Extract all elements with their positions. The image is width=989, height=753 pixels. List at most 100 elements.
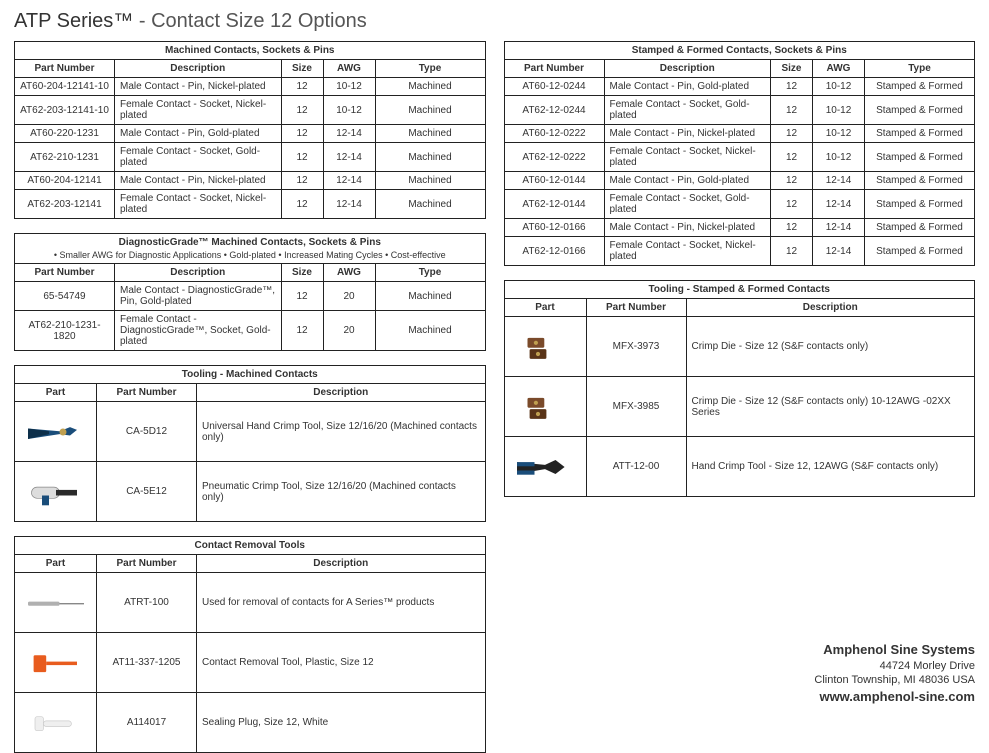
cell: Machined <box>375 143 485 172</box>
cell: 12-14 <box>323 190 375 219</box>
cell: 10-12 <box>323 78 375 96</box>
footer-url: www.amphenol-sine.com <box>814 689 975 706</box>
cell: AT60-204-12141-10 <box>15 78 115 96</box>
table-row: AT11-337-1205Contact Removal Tool, Plast… <box>15 633 486 693</box>
diagnostic-table: DiagnosticGrade™ Machined Contacts, Sock… <box>14 233 486 351</box>
col-awg: AWG <box>323 60 375 78</box>
table-row: CA-5E12Pneumatic Crimp Tool, Size 12/16/… <box>15 462 486 522</box>
cell: 12 <box>281 143 323 172</box>
crimp-die-icon <box>510 326 580 368</box>
col-type: Type <box>865 60 975 78</box>
col-size: Size <box>771 60 813 78</box>
cell: Male Contact - Pin, Gold-plated <box>604 172 771 190</box>
table-row: 65-54749Male Contact - DiagnosticGrade™,… <box>15 282 486 311</box>
tooling-stamped-table: Tooling - Stamped & Formed Contacts Part… <box>504 280 976 497</box>
tool-pn: AT11-337-1205 <box>97 633 197 693</box>
col-desc: Description <box>686 299 975 317</box>
table-row: AT62-12-0222Female Contact - Socket, Nic… <box>504 143 975 172</box>
tool-pn: CA-5E12 <box>97 462 197 522</box>
cell: 12-14 <box>323 143 375 172</box>
cell: Female Contact - Socket, Nickel-plated <box>115 190 282 219</box>
cell: Female Contact - DiagnosticGrade™, Socke… <box>115 311 282 351</box>
cell: AT60-12-0244 <box>504 78 604 96</box>
cell: AT60-220-1231 <box>15 125 115 143</box>
cell: 12-14 <box>323 172 375 190</box>
cell: Male Contact - Pin, Nickel-plated <box>604 219 771 237</box>
cell: 12 <box>281 172 323 190</box>
tool-image-cell <box>504 317 586 377</box>
cell: 12-14 <box>813 190 865 219</box>
col-size: Size <box>281 60 323 78</box>
table-row: AT60-12-0244Male Contact - Pin, Gold-pla… <box>504 78 975 96</box>
cell: Stamped & Formed <box>865 96 975 125</box>
col-desc: Description <box>115 60 282 78</box>
col-pn: Part Number <box>504 60 604 78</box>
cell: Stamped & Formed <box>865 190 975 219</box>
cell: Machined <box>375 172 485 190</box>
tool-pn: MFX-3985 <box>586 377 686 437</box>
tool-desc: Pneumatic Crimp Tool, Size 12/16/20 (Mac… <box>197 462 486 522</box>
tooling-machined-table: Tooling - Machined Contacts Part Part Nu… <box>14 365 486 522</box>
cell: 10-12 <box>813 96 865 125</box>
cell: 12 <box>281 125 323 143</box>
cell: 12 <box>771 190 813 219</box>
tool-pn: MFX-3973 <box>586 317 686 377</box>
tool-image-cell <box>504 377 586 437</box>
footer-addr1: 44724 Morley Drive <box>814 659 975 673</box>
cell: Machined <box>375 78 485 96</box>
cell: Male Contact - DiagnosticGrade™, Pin, Go… <box>115 282 282 311</box>
tool-image-cell <box>15 573 97 633</box>
cell: 10-12 <box>813 125 865 143</box>
tool-desc: Sealing Plug, Size 12, White <box>197 693 486 753</box>
cell: 10-12 <box>813 78 865 96</box>
table-row: ATT-12-00Hand Crimp Tool - Size 12, 12AW… <box>504 437 975 497</box>
cell: 12 <box>281 190 323 219</box>
col-type: Type <box>375 264 485 282</box>
cell: Female Contact - Socket, Nickel-plated <box>604 143 771 172</box>
cell: 12 <box>771 237 813 266</box>
tool-desc: Crimp Die - Size 12 (S&F contacts only) <box>686 317 975 377</box>
cell: Machined <box>375 282 485 311</box>
cell: AT62-12-0166 <box>504 237 604 266</box>
cell: AT60-12-0166 <box>504 219 604 237</box>
cell: 12-14 <box>813 237 865 266</box>
tool-image-cell <box>504 437 586 497</box>
cell: AT62-12-0144 <box>504 190 604 219</box>
col-pn: Part Number <box>586 299 686 317</box>
table-row: AT62-12-0144Female Contact - Socket, Gol… <box>504 190 975 219</box>
table-row: AT62-12-0166Female Contact - Socket, Nic… <box>504 237 975 266</box>
table-row: AT60-12-0144Male Contact - Pin, Gold-pla… <box>504 172 975 190</box>
cell: Machined <box>375 125 485 143</box>
cell: AT60-12-0144 <box>504 172 604 190</box>
table-row: CA-5D12Universal Hand Crimp Tool, Size 1… <box>15 402 486 462</box>
col-desc: Description <box>197 384 486 402</box>
cell: 20 <box>323 282 375 311</box>
table-row: AT62-12-0244Female Contact - Socket, Gol… <box>504 96 975 125</box>
cell: Female Contact - Socket, Gold-plated <box>115 143 282 172</box>
tool-desc: Contact Removal Tool, Plastic, Size 12 <box>197 633 486 693</box>
cell: Male Contact - Pin, Gold-plated <box>604 78 771 96</box>
cell: 12-14 <box>813 172 865 190</box>
cell: 10-12 <box>813 143 865 172</box>
tool-pn: CA-5D12 <box>97 402 197 462</box>
tool-desc: Used for removal of contacts for A Serie… <box>197 573 486 633</box>
cell: Stamped & Formed <box>865 172 975 190</box>
col-desc: Description <box>197 555 486 573</box>
tool-desc: Crimp Die - Size 12 (S&F contacts only) … <box>686 377 975 437</box>
tooling-stamped-caption: Tooling - Stamped & Formed Contacts <box>504 280 976 298</box>
cell: 12 <box>281 96 323 125</box>
cell: 12-14 <box>323 125 375 143</box>
tool-pn: ATRT-100 <box>97 573 197 633</box>
tooling-machined-caption: Tooling - Machined Contacts <box>14 365 486 383</box>
title-bold: ATP Series™ <box>14 10 133 32</box>
col-part: Part <box>15 555 97 573</box>
cell: Male Contact - Pin, Gold-plated <box>115 125 282 143</box>
table-row: AT60-204-12141Male Contact - Pin, Nickel… <box>15 172 486 190</box>
cell: Machined <box>375 311 485 351</box>
col-awg: AWG <box>813 60 865 78</box>
tool-image-cell <box>15 693 97 753</box>
cell: Female Contact - Socket, Nickel-plated <box>604 237 771 266</box>
hand-crimp-tool-icon <box>510 446 580 488</box>
col-desc: Description <box>115 264 282 282</box>
diagnostic-caption-text: DiagnosticGrade™ Machined Contacts, Sock… <box>119 237 381 248</box>
